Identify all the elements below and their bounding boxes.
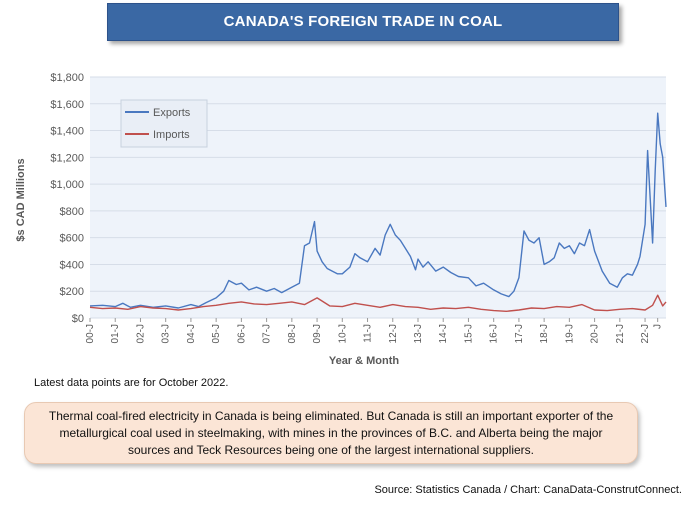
y-tick-label: $1,200 [50, 152, 84, 164]
x-tick-label: 09-J [312, 324, 323, 343]
x-tick-label: 18-J [539, 324, 550, 343]
chart-title: CANADA'S FOREIGN TRADE IN COAL [223, 13, 503, 30]
coal-trade-line-chart: $0 $200 $400 $600 $800 $1,000 $1,200 $1,400 $1,6… [15, 72, 667, 367]
x-tick-label: 19-J [564, 324, 575, 343]
x-tick-label: 13-J [413, 324, 424, 343]
x-tick-label: 17-J [514, 324, 525, 343]
y-tick-label: $1,000 [50, 179, 84, 191]
x-tick-label: 05-J [211, 324, 222, 343]
series-line-imports [89, 294, 667, 313]
legend-imports-label: Imports [153, 129, 190, 141]
summary-callout: Thermal coal-fired electricity in Canada… [24, 402, 638, 464]
y-tick-label: $0 [72, 313, 84, 325]
x-tick-label: 03-J [161, 324, 172, 343]
x-tick-label: J [653, 324, 664, 329]
y-tick-label: $1,600 [50, 99, 84, 111]
y-tick-label: $800 [60, 206, 84, 218]
x-tick-label: 22-J [640, 324, 651, 343]
legend: Exports Imports [120, 99, 208, 148]
x-tick-label: 21-J [615, 324, 626, 343]
chart-title-banner: CANADA'S FOREIGN TRADE IN COAL [107, 3, 619, 41]
x-tick-label: 07-J [262, 324, 273, 343]
x-tick-label: 04-J [186, 324, 197, 343]
x-tick-label: 02-J [135, 324, 146, 343]
source-credit: Source: Statistics Canada / Chart: CanaD… [374, 484, 682, 496]
x-tick-label: 15-J [463, 324, 474, 343]
y-tick-label: $1,800 [50, 72, 84, 84]
x-axis-label: Year & Month [329, 355, 400, 367]
series-line-exports [89, 112, 667, 309]
x-tick-label: 12-J [388, 324, 399, 343]
x-tick-label: 01-J [110, 324, 121, 343]
y-axis-tick-labels: $0 $200 $400 $600 $800 $1,000 $1,200 $1,400 $1,6… [50, 72, 84, 325]
y-tick-label: $400 [60, 259, 84, 271]
summary-text: Thermal coal-fired electricity in Canada… [48, 408, 614, 457]
y-tick-label: $1,400 [50, 126, 84, 138]
x-tick-label: 00-J [85, 324, 96, 343]
series-lines [89, 112, 667, 313]
legend-exports-label: Exports [153, 107, 191, 119]
x-tick-label: 20-J [590, 324, 601, 343]
y-tick-label: $200 [60, 286, 84, 298]
y-tick-label: $600 [60, 233, 84, 245]
x-tick-label: 16-J [489, 324, 500, 343]
x-axis-tick-labels: 00-J 01-J 02-J 03-J 04-J 05-J 06-J 07-J 08-J 09-J… [85, 318, 664, 343]
x-tick-label: 11-J [363, 324, 374, 343]
x-tick-label: 14-J [438, 324, 449, 343]
x-tick-label: 08-J [287, 324, 298, 343]
y-axis-label: $s CAD Millions [15, 158, 27, 241]
x-tick-label: 06-J [236, 324, 247, 343]
x-tick-label: 10-J [337, 324, 348, 343]
latest-data-note: Latest data points are for October 2022. [34, 377, 229, 389]
legend-box [120, 99, 208, 148]
